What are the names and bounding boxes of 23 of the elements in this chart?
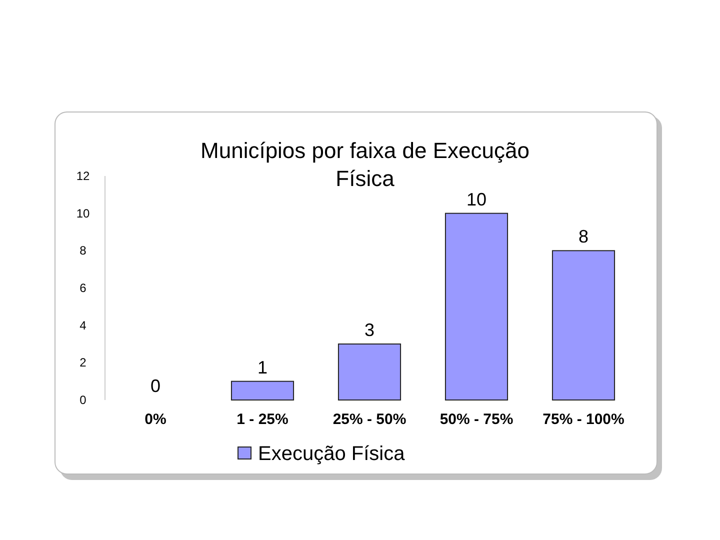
x-tick-label: 75% - 100%	[542, 411, 624, 428]
y-tick-label: 6	[80, 281, 87, 295]
chart-title: Municípios por faixa de Execução Física	[200, 138, 530, 191]
x-tick-label: 1 - 25%	[236, 411, 288, 428]
bar	[444, 212, 508, 400]
x-tick-label: 25% - 50%	[332, 411, 406, 428]
bar	[230, 380, 294, 400]
data-label: 0	[150, 376, 161, 396]
data-label: 8	[578, 226, 589, 247]
legend-label: Execução Física	[258, 443, 406, 465]
y-tick-label: 2	[80, 356, 87, 370]
data-label: 10	[466, 189, 487, 210]
y-tick-label: 12	[76, 169, 90, 183]
data-label: 3	[364, 320, 375, 340]
bar	[338, 344, 402, 400]
y-tick-label: 10	[76, 206, 90, 220]
x-tick-label: 50% - 75%	[440, 411, 514, 428]
data-label: 1	[257, 357, 268, 378]
y-tick-label: 0	[80, 393, 87, 407]
x-tick-label: 0%	[144, 411, 166, 428]
y-tick-label: 8	[80, 244, 87, 258]
y-tick-label: 4	[80, 318, 87, 332]
bar	[552, 250, 616, 400]
